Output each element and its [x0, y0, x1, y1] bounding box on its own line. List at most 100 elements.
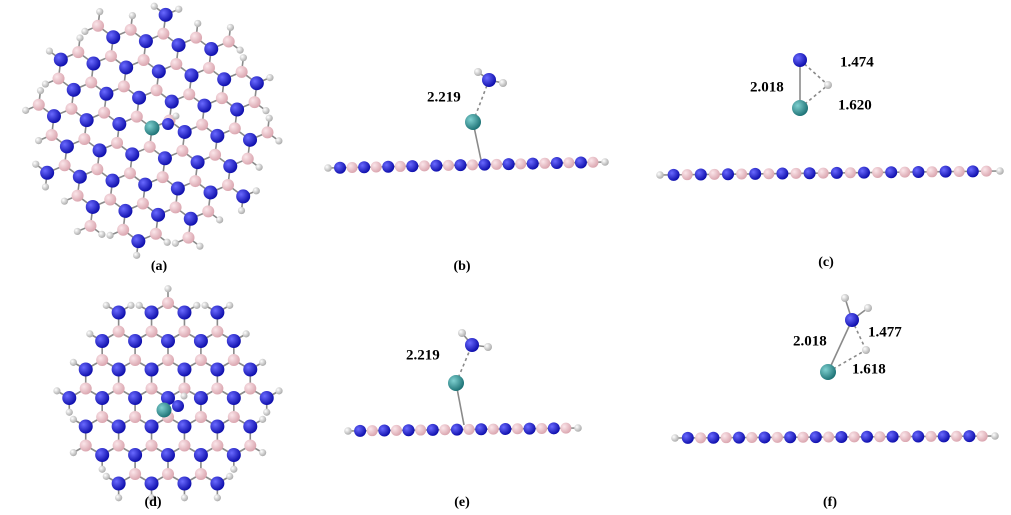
boron	[190, 32, 202, 44]
nitrogen	[86, 57, 100, 71]
nitrogen	[227, 334, 241, 348]
hydrogen	[841, 294, 849, 302]
boron	[515, 158, 526, 169]
boron	[91, 163, 103, 175]
nitrogen	[145, 477, 159, 491]
nitrogen	[159, 8, 173, 22]
boron	[96, 354, 108, 366]
boron	[203, 62, 215, 74]
hydrogen	[458, 329, 466, 337]
nitrogen	[334, 162, 346, 174]
boron	[951, 431, 962, 442]
boron	[129, 411, 141, 423]
boron	[746, 432, 757, 443]
nitrogen	[62, 391, 76, 405]
metal-atom	[145, 121, 160, 136]
nitrogen	[527, 158, 539, 170]
nitrogen	[93, 143, 107, 157]
hydrogen	[194, 20, 201, 27]
hydrogen	[133, 252, 140, 259]
boron	[124, 167, 136, 179]
boron	[222, 179, 234, 191]
nitrogen	[835, 431, 847, 443]
hydrogen	[214, 494, 221, 501]
nitrogen	[67, 83, 81, 97]
hydrogen	[32, 161, 39, 168]
boron	[209, 149, 221, 161]
distance-label: 2.219	[406, 347, 440, 363]
boron	[439, 424, 450, 435]
boron	[111, 137, 123, 149]
nitrogen	[524, 423, 536, 435]
boron	[157, 28, 169, 40]
nitrogen	[479, 159, 491, 171]
hydrogen	[181, 393, 188, 400]
hydrogen	[181, 494, 188, 501]
distance-label: 1.618	[852, 361, 886, 377]
boron	[162, 297, 174, 309]
hydrogen	[324, 164, 332, 172]
hydrogen	[103, 473, 110, 480]
hydrogen	[164, 239, 171, 246]
nitrogen	[177, 477, 191, 491]
nitrogen	[668, 169, 680, 181]
boron	[85, 76, 97, 88]
nitrogen	[810, 431, 822, 443]
nitrogen	[131, 234, 145, 248]
hydrogen	[263, 409, 270, 416]
hydrogen	[266, 74, 273, 81]
boron	[488, 424, 499, 435]
nitrogen	[804, 167, 816, 179]
nitrogen	[430, 160, 442, 172]
boron	[927, 166, 938, 177]
nitrogen	[125, 147, 139, 161]
nitrogen	[858, 167, 870, 179]
boron	[78, 133, 90, 145]
hydrogen	[238, 207, 245, 214]
boron	[46, 129, 58, 141]
nitrogen	[793, 53, 807, 67]
boron	[211, 326, 223, 338]
nitrogen	[887, 431, 899, 443]
nitrogen	[177, 306, 191, 320]
nitrogen	[162, 118, 174, 130]
nitrogen	[454, 159, 466, 171]
boron	[138, 54, 150, 66]
nitrogen	[912, 430, 924, 442]
boron	[113, 383, 125, 395]
boron	[113, 440, 125, 452]
boron	[183, 88, 195, 100]
distance-label: 1.474	[840, 54, 874, 70]
hydrogen	[259, 359, 266, 366]
nitrogen	[682, 432, 694, 444]
nitrogen	[378, 425, 390, 437]
boron	[72, 190, 84, 202]
nitrogen	[227, 391, 241, 405]
hydrogen	[81, 28, 88, 35]
boron	[709, 169, 720, 180]
boron	[33, 99, 45, 111]
hydrogen	[230, 466, 237, 473]
boron	[443, 160, 454, 171]
hydrogen	[996, 167, 1004, 175]
nitrogen	[40, 166, 54, 180]
boron	[129, 468, 141, 480]
boron	[682, 169, 693, 180]
hydrogen	[262, 107, 269, 114]
nitrogen	[151, 208, 165, 222]
hydrogen	[172, 240, 179, 247]
figure: (a) (b) (c) (d) (e) (f) 2.219 2.018 1.47…	[0, 0, 1011, 515]
nitrogen	[861, 431, 873, 443]
hydrogen	[70, 359, 77, 366]
boron	[721, 432, 732, 443]
nitrogen	[938, 430, 950, 442]
boron	[695, 432, 706, 443]
atoms	[22, 3, 1004, 502]
hydrogen	[991, 432, 999, 440]
hydrogen	[42, 80, 49, 87]
boron	[560, 423, 571, 434]
nitrogen	[194, 334, 208, 348]
nitrogen	[177, 363, 191, 377]
nitrogen	[128, 448, 142, 462]
panel-label: (a)	[151, 259, 168, 274]
